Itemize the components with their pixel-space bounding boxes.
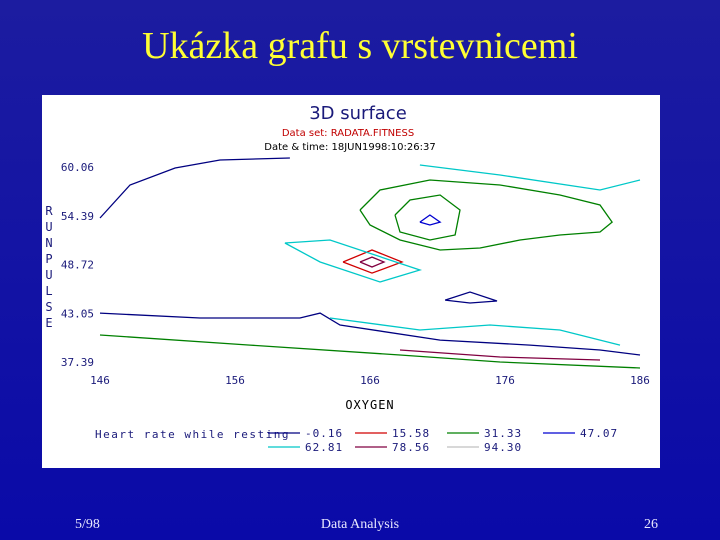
contour-line [284,239,423,283]
x-tick-label: 166 [360,374,380,387]
x-tick-label: 176 [495,374,515,387]
contour-line [99,334,641,369]
contour-line [342,249,404,274]
contour-line [394,194,461,241]
y-tick-label: 37.39 [61,356,94,369]
x-tick-label: 186 [630,374,650,387]
contour-line [99,157,290,219]
legend-title: Heart rate while resting [95,428,290,441]
x-tick-label: 156 [225,374,245,387]
contour-line [419,214,442,226]
y-tick-label: 48.72 [61,259,94,272]
footer-page: 26 [644,517,658,532]
contour-line [419,164,641,191]
x-axis-label: OXYGEN [345,398,394,412]
chart-note: Date & time: 18JUN1998:10:26:37 [264,142,435,153]
x-tick-label: 146 [90,374,110,387]
contour-line [99,312,641,356]
legend-label: 31.33 [484,427,522,440]
footer-date: 5/98 [75,517,100,532]
contour-line [444,291,498,304]
contour-line [399,349,601,361]
slide-title: Ukázka grafu s vrstevnicemi [142,25,578,67]
legend-label: 15.58 [392,427,430,440]
contour-line [359,256,386,268]
legend-label: -0.16 [305,427,343,440]
y-axis-label: RUNPULSE [42,204,56,332]
legend-label: 62.81 [305,441,343,454]
y-tick-label: 60.06 [61,161,94,174]
y-tick-label: 54.39 [61,210,94,223]
contour-line [329,317,621,346]
legend-label: 78.56 [392,441,430,454]
legend-label: 47.07 [580,427,618,440]
footer-title: Data Analysis [321,517,399,532]
chart-panel [42,95,660,468]
chart-title: 3D surface [309,103,407,124]
contour-line [359,179,613,251]
y-tick-label: 43.05 [61,307,94,320]
chart-subtitle: Data set: RADATA.FITNESS [282,128,414,139]
legend-label: 94.30 [484,441,522,454]
